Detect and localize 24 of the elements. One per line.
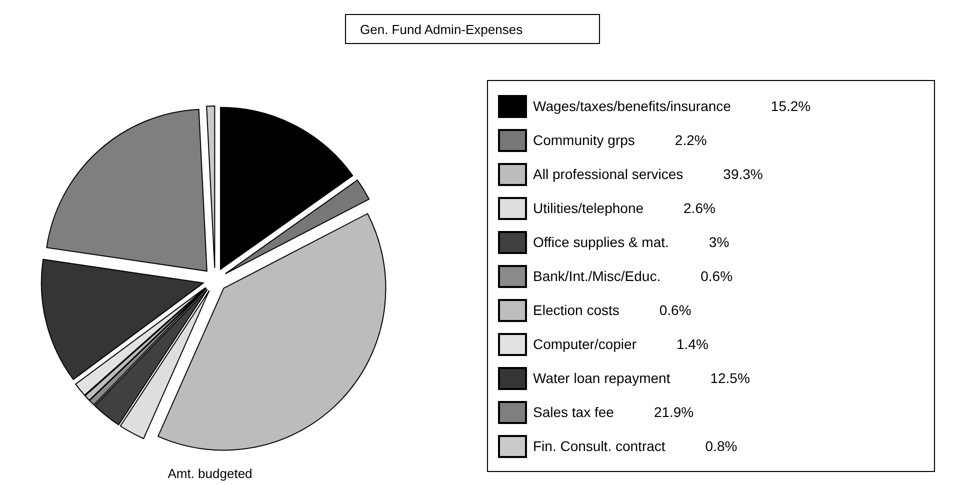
data-label: 2.2% <box>674 132 707 148</box>
legend-label: Computer/copier <box>533 336 636 352</box>
legend-label: Bank/Int./Misc/Educ. <box>533 268 661 284</box>
data-label: 12.5% <box>710 370 750 386</box>
data-label: 1.4% <box>676 336 708 352</box>
data-label: 39.3% <box>723 166 763 182</box>
legend-label: Sales tax fee <box>533 404 614 420</box>
text: Amt. budgeted <box>166 466 254 481</box>
data-label: 0.6% <box>659 302 692 318</box>
legend-label: Election costs <box>533 302 620 318</box>
data-label: 21.9% <box>654 404 694 420</box>
data-label: 2.6% <box>684 200 716 216</box>
chart-title: Gen. Fund Admin-Expenses <box>345 14 600 44</box>
legend-label: Community grps <box>533 132 635 148</box>
legend-label: Wages/taxes/benefits/insurance <box>533 98 731 114</box>
data-label: 0.8% <box>705 438 738 454</box>
legend-label: Office supplies & mat. <box>533 234 669 250</box>
legend-label: All professional services <box>533 166 684 182</box>
data-label: 15.2% <box>770 98 811 114</box>
legend-label: Water loan repayment <box>533 370 670 386</box>
legend-label: Utilities/telephone <box>533 200 644 216</box>
legend-label: Fin. Consult. contract <box>533 438 666 454</box>
data-label: 3% <box>708 234 730 250</box>
data-label: 0.6% <box>700 268 733 284</box>
